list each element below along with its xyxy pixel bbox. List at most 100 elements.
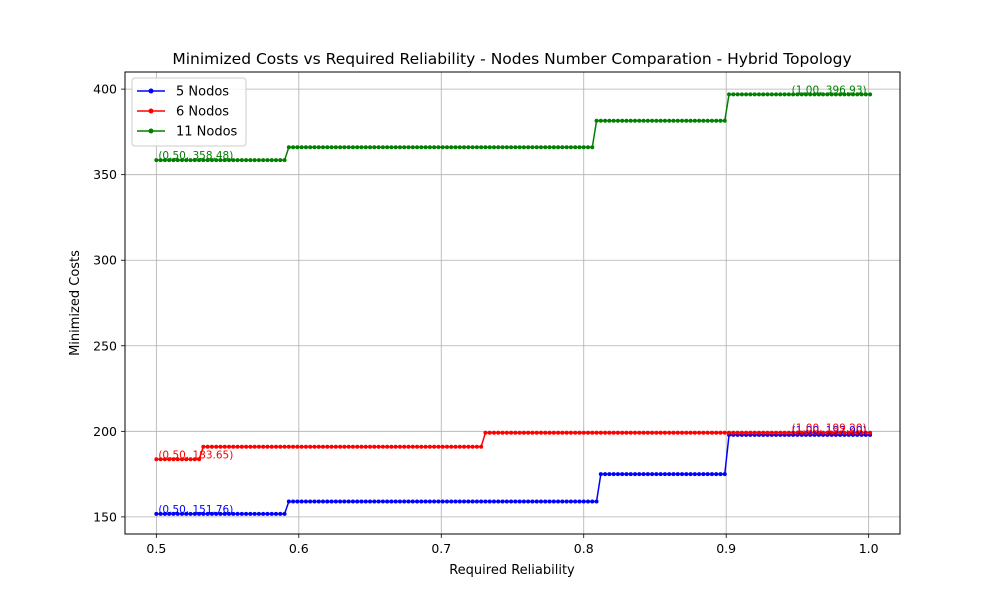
data-point	[162, 457, 167, 462]
data-point	[774, 92, 779, 97]
data-point	[521, 499, 526, 504]
data-point	[188, 158, 193, 163]
data-point	[590, 499, 595, 504]
data-point	[658, 472, 663, 477]
start-point-label: (0.50, 183.65)	[158, 449, 233, 461]
data-point	[547, 145, 552, 150]
x-axis-ticks: 0.5 0.6 0.7 0.8 0.9 1.0	[146, 534, 879, 556]
data-point	[731, 430, 736, 435]
data-point	[863, 92, 868, 97]
data-point	[269, 158, 274, 163]
data-point	[654, 430, 659, 435]
data-point	[487, 499, 492, 504]
data-point	[248, 158, 253, 163]
data-point	[709, 430, 714, 435]
data-point	[380, 145, 385, 150]
data-point	[423, 499, 428, 504]
data-point	[295, 499, 300, 504]
data-point	[774, 430, 779, 435]
data-point	[761, 92, 766, 97]
data-point	[321, 145, 326, 150]
data-point	[312, 444, 317, 449]
data-point	[286, 444, 291, 449]
data-point	[722, 118, 727, 123]
data-point	[517, 430, 522, 435]
data-point	[688, 430, 693, 435]
legend-swatch-marker	[148, 108, 154, 114]
data-point	[252, 511, 257, 516]
data-point	[457, 444, 462, 449]
data-point	[761, 430, 766, 435]
data-point	[295, 444, 300, 449]
data-point	[645, 430, 650, 435]
data-point	[739, 430, 744, 435]
data-point	[466, 145, 471, 150]
data-point	[235, 444, 240, 449]
data-point	[637, 430, 642, 435]
data-point	[350, 444, 355, 449]
data-point	[611, 118, 616, 123]
data-point	[603, 430, 608, 435]
data-point	[791, 430, 796, 435]
data-point	[615, 118, 620, 123]
data-point	[415, 145, 420, 150]
data-point	[581, 430, 586, 435]
data-point	[397, 444, 402, 449]
data-point	[581, 499, 586, 504]
data-point	[192, 158, 197, 163]
data-point	[355, 444, 360, 449]
data-point	[628, 430, 633, 435]
data-point	[560, 430, 565, 435]
data-point	[436, 444, 441, 449]
y-axis-ticks: 150 200 250 300 350 400	[93, 82, 125, 524]
data-point	[491, 430, 496, 435]
data-point	[342, 145, 347, 150]
data-point	[803, 430, 808, 435]
data-point	[829, 430, 834, 435]
data-point	[675, 472, 680, 477]
data-point	[868, 92, 873, 97]
data-point	[231, 511, 236, 516]
data-point	[197, 457, 202, 462]
data-point	[325, 499, 330, 504]
data-point	[312, 499, 317, 504]
data-point	[530, 499, 535, 504]
data-point	[709, 472, 714, 477]
legend-box	[131, 77, 247, 147]
data-point	[462, 145, 467, 150]
data-point	[496, 430, 501, 435]
data-point	[671, 472, 676, 477]
data-point	[534, 499, 539, 504]
data-point	[564, 430, 569, 435]
grid	[125, 72, 900, 534]
data-point	[722, 430, 727, 435]
data-point	[769, 92, 774, 97]
data-point	[466, 499, 471, 504]
data-point	[312, 145, 317, 150]
data-point	[363, 444, 368, 449]
data-point	[504, 499, 509, 504]
data-point	[333, 444, 338, 449]
data-point	[256, 511, 261, 516]
data-point	[684, 118, 689, 123]
data-point	[303, 145, 308, 150]
data-point	[782, 92, 787, 97]
data-point	[389, 145, 394, 150]
data-point	[573, 145, 578, 150]
data-point	[543, 145, 548, 150]
data-point	[675, 430, 680, 435]
data-point	[667, 472, 672, 477]
data-point	[556, 145, 561, 150]
y-axis-label: Minimized Costs	[68, 250, 83, 356]
data-point	[825, 430, 830, 435]
data-point	[752, 92, 757, 97]
x-tick-label: 1.0	[859, 541, 879, 556]
data-point	[577, 430, 582, 435]
data-point	[205, 444, 210, 449]
data-point	[244, 511, 249, 516]
data-point	[440, 145, 445, 150]
data-point	[291, 444, 296, 449]
data-point	[197, 511, 202, 516]
data-point	[633, 118, 638, 123]
x-tick-label: 0.9	[716, 541, 736, 556]
